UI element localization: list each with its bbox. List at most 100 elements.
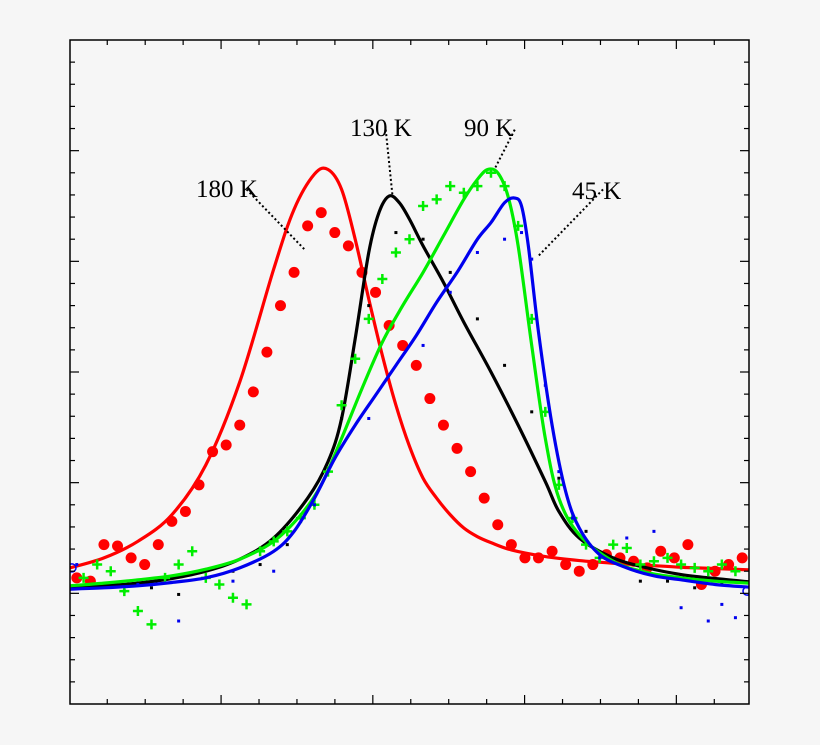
data-point (75, 563, 79, 567)
data-point (98, 539, 110, 551)
data-point (367, 416, 371, 420)
data-point (92, 559, 103, 570)
data-point (503, 363, 507, 367)
fit-curve (70, 196, 749, 591)
data-point (370, 286, 382, 298)
data-point (177, 619, 181, 623)
data-point (570, 516, 574, 520)
annotations: 180 K 130 K 90 K 45 K (196, 115, 621, 257)
data-point (288, 266, 300, 278)
label-180k: 180 K (196, 176, 258, 203)
data-point (132, 606, 143, 617)
leader-line (245, 188, 305, 250)
data-point (503, 237, 507, 241)
data-point (139, 559, 151, 571)
data-point (733, 616, 737, 620)
data-point (546, 545, 558, 557)
data-point (261, 346, 273, 358)
data-point (177, 592, 181, 596)
data-point (573, 565, 585, 577)
data-point (302, 220, 314, 232)
data-point (520, 231, 524, 235)
data-point (394, 231, 398, 235)
edge-marker (742, 586, 749, 596)
data-point (530, 410, 534, 414)
data-point (173, 559, 184, 570)
data-point (492, 519, 504, 531)
leader-line (384, 129, 394, 197)
series-45k (70, 196, 749, 623)
data-point (505, 539, 517, 551)
data-point (584, 529, 588, 533)
data-point (625, 536, 629, 540)
data-point (706, 619, 710, 623)
data-point (736, 552, 748, 564)
data-point (390, 247, 401, 258)
data-point (418, 201, 429, 211)
data-point (71, 572, 83, 584)
leader-line (493, 129, 516, 170)
data-point (272, 569, 276, 573)
data-point (720, 602, 724, 606)
data-point (662, 552, 673, 563)
data-point (655, 545, 667, 557)
data-point (451, 442, 463, 454)
data-point (312, 503, 316, 507)
data-point (693, 586, 697, 590)
plot-area (70, 166, 749, 630)
data-point (241, 599, 252, 610)
data-point (666, 579, 670, 583)
data-point (557, 470, 561, 474)
label-130k: 130 K (350, 115, 412, 142)
data-point (621, 542, 632, 553)
data-point (448, 290, 452, 294)
series-180k (70, 166, 749, 590)
data-point (78, 572, 89, 583)
data-point (723, 559, 735, 571)
edge-marker (70, 563, 77, 573)
data-point (431, 194, 442, 205)
data-point (478, 492, 490, 504)
data-point (421, 343, 425, 347)
data-point (146, 619, 157, 630)
data-point (247, 386, 259, 398)
data-point (149, 586, 153, 590)
data-point (598, 556, 602, 560)
fit-curve (70, 166, 749, 572)
data-point (465, 466, 477, 478)
data-point (220, 439, 232, 451)
data-point (437, 419, 449, 431)
data-point (342, 240, 354, 252)
data-point (363, 313, 374, 324)
data-point (676, 559, 687, 570)
fit-curve (70, 167, 749, 588)
leader-line (537, 188, 604, 257)
data-point (679, 606, 683, 610)
data-point (448, 270, 452, 274)
data-point (475, 317, 479, 321)
data-point (367, 304, 371, 308)
data-point (410, 359, 422, 371)
data-point (397, 339, 409, 351)
data-point (557, 476, 561, 480)
data-point (350, 353, 361, 364)
data-point (608, 539, 619, 550)
data-point (258, 563, 262, 567)
data-point (285, 543, 289, 547)
data-point (638, 579, 642, 583)
data-point (125, 552, 137, 564)
data-point (682, 539, 694, 551)
data-point (635, 559, 646, 570)
axis-ticks (70, 40, 749, 704)
data-point (112, 540, 124, 552)
data-point (475, 250, 479, 254)
label-90k: 90 K (464, 115, 513, 142)
data-point (530, 257, 534, 261)
data-point (421, 237, 425, 241)
data-point (652, 529, 656, 533)
data-point (730, 566, 741, 577)
data-point (716, 559, 727, 570)
data-point (377, 274, 388, 285)
